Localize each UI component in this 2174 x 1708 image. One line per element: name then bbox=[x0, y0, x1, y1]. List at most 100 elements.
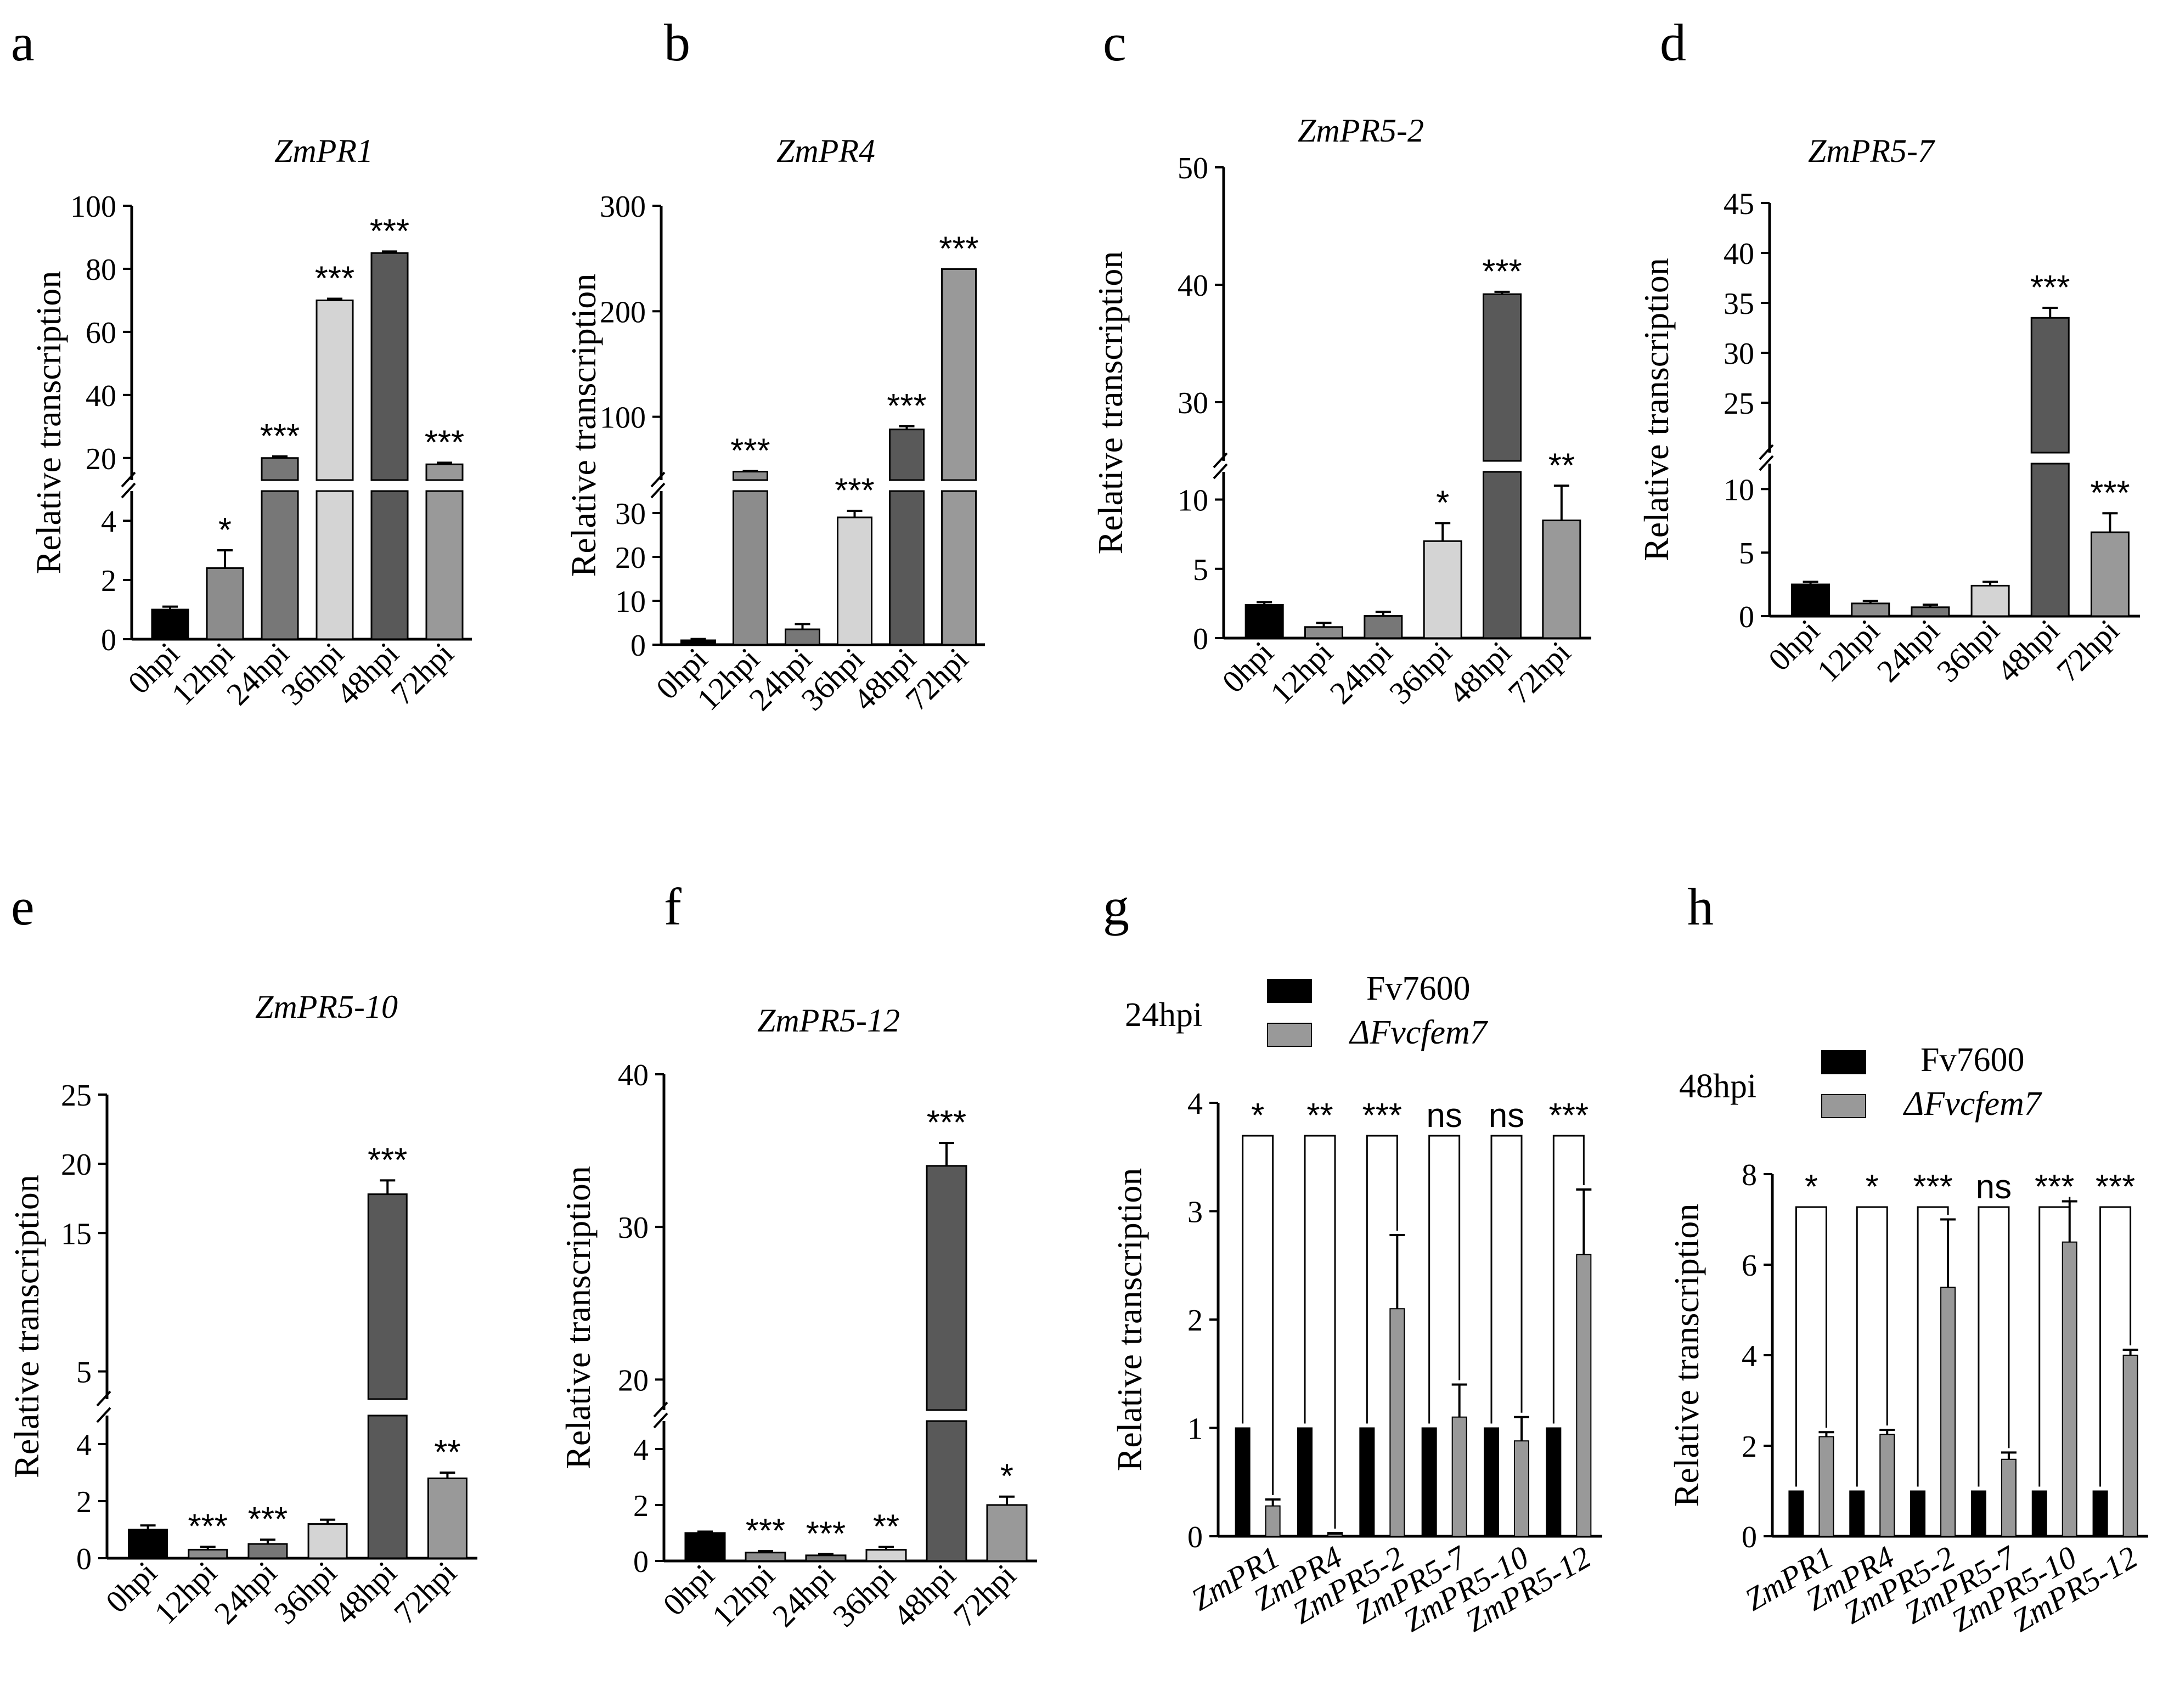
significance-label: *** bbox=[188, 1508, 228, 1546]
panel-c: c ZmPR5-2 Relative transcription 0 5 10 30 40 50… bbox=[1091, 13, 1591, 711]
y-tick-label: 8 bbox=[1742, 1158, 1757, 1192]
x-tick-label: 72hpi bbox=[898, 641, 975, 717]
significance-bracket bbox=[1978, 1206, 2010, 1487]
significance-label: *** bbox=[939, 230, 978, 268]
timepoint-label-g: 24hpi bbox=[1125, 996, 1202, 1034]
y-axis-label-a: Relative transcription bbox=[29, 271, 68, 574]
y-tick-label: 20 bbox=[61, 1148, 92, 1182]
panel-label-e: e bbox=[11, 877, 35, 936]
significance-label: *** bbox=[315, 260, 354, 298]
y-axis-label-c: Relative transcription bbox=[1091, 251, 1130, 555]
bar-48hpi-upper bbox=[2030, 317, 2070, 454]
significance-bracket bbox=[1856, 1206, 1888, 1487]
y-tick-label: 100 bbox=[70, 190, 116, 224]
y-tick-label: 2 bbox=[633, 1489, 649, 1523]
significance-label: *** bbox=[1362, 1097, 1402, 1135]
chart-title-d: ZmPR5-7 bbox=[1808, 133, 1936, 169]
bar-ZmPR5-7-0 bbox=[1970, 1490, 1986, 1537]
bar-48hpi-lower bbox=[889, 490, 925, 646]
y-tick-label: 0 bbox=[1739, 600, 1754, 634]
panel-label-d: d bbox=[1660, 13, 1686, 72]
legend-swatch bbox=[1821, 1050, 1866, 1074]
y-tick-label: 1 bbox=[1187, 1412, 1203, 1446]
bar-36hpi bbox=[865, 1549, 907, 1562]
bar-48hpi-lower bbox=[1483, 471, 1522, 639]
bar-ZmPR1-0 bbox=[1235, 1427, 1251, 1537]
legend-swatch bbox=[1267, 1023, 1312, 1047]
axis-break-mark bbox=[650, 482, 666, 499]
bar-48hpi-upper bbox=[367, 1193, 408, 1400]
bar-ZmPR5-7-1 bbox=[2001, 1458, 2017, 1537]
y-axis-label-f: Relative transcription bbox=[559, 1166, 598, 1469]
bar-48hpi-lower bbox=[2030, 463, 2070, 617]
bar-ZmPR5-10-0 bbox=[1484, 1427, 1499, 1537]
timepoint-label-h: 48hpi bbox=[1679, 1068, 1756, 1105]
significance-label: * bbox=[1436, 484, 1449, 522]
bar-ZmPR5-2-0 bbox=[1910, 1490, 1926, 1537]
bar-48hpi-lower bbox=[367, 1414, 408, 1559]
y-tick-label: 50 bbox=[1178, 151, 1208, 185]
panel-d: d ZmPR5-7 Relative transcription 0 5 10 25 30 35… bbox=[1637, 13, 2140, 689]
x-tick-label: 12hpi bbox=[148, 1554, 224, 1631]
y-tick-label: 60 bbox=[86, 316, 116, 350]
significance-bracket bbox=[1366, 1135, 1398, 1424]
significance-label: *** bbox=[2035, 1168, 2074, 1206]
panel-g: g 24hpi Fv7600 ΔFvcfem7 Relative transcripti… bbox=[1103, 877, 1602, 1639]
bar-72hpi bbox=[2090, 531, 2130, 617]
x-tick-label: 24hpi bbox=[765, 1557, 842, 1633]
x-tick-label: 72hpi bbox=[387, 1554, 463, 1631]
y-tick-label: 0 bbox=[76, 1542, 92, 1576]
significance-label: *** bbox=[248, 1501, 288, 1538]
x-tick-label: 12hpi bbox=[705, 1557, 781, 1633]
x-tick-label: 36hpi bbox=[274, 635, 351, 712]
y-axis-label-e: Relative transcription bbox=[7, 1175, 46, 1478]
chart-title-b: ZmPR4 bbox=[776, 133, 875, 169]
y-tick-label: 10 bbox=[615, 585, 646, 619]
y-tick-label: 100 bbox=[600, 401, 646, 435]
y-tick-label: 25 bbox=[61, 1079, 92, 1113]
significance-bracket bbox=[1242, 1135, 1274, 1495]
significance-label: ** bbox=[1548, 447, 1575, 484]
y-tick-label: 30 bbox=[615, 497, 646, 531]
x-tick-label: 48hpi bbox=[1441, 634, 1518, 711]
y-tick-label: 40 bbox=[1178, 269, 1208, 303]
legend-label: Fv7600 bbox=[1920, 1041, 2024, 1079]
panel-label-g: g bbox=[1103, 877, 1129, 936]
y-tick-label: 35 bbox=[1724, 287, 1754, 321]
significance-label: *** bbox=[2096, 1168, 2135, 1206]
x-tick-label: 24hpi bbox=[1323, 634, 1399, 711]
y-tick-label: 4 bbox=[76, 1428, 92, 1462]
bar-36hpi-lower bbox=[316, 490, 354, 640]
bar-12hpi bbox=[206, 567, 244, 640]
bar-48hpi-lower bbox=[926, 1420, 967, 1562]
significance-label: *** bbox=[927, 1104, 966, 1142]
significance-bracket bbox=[1917, 1206, 1949, 1487]
axis-break-mark bbox=[653, 1412, 668, 1429]
bar-ZmPR5-7-1 bbox=[1451, 1416, 1467, 1537]
y-axis-label-b: Relative transcription bbox=[564, 274, 603, 577]
bar-36hpi-upper bbox=[316, 299, 354, 481]
significance-label: *** bbox=[260, 418, 300, 455]
chart-title-c: ZmPR5-2 bbox=[1298, 112, 1424, 149]
y-tick-label: 10 bbox=[1178, 484, 1208, 518]
panel-label-a: a bbox=[11, 13, 35, 72]
bar-72hpi bbox=[986, 1504, 1028, 1562]
x-tick-label: 72hpi bbox=[2049, 612, 2126, 689]
y-tick-label: 4 bbox=[1742, 1339, 1757, 1373]
bar-ZmPR5-12-1 bbox=[1576, 1254, 1592, 1537]
significance-bracket bbox=[1490, 1135, 1523, 1424]
significance-label: *** bbox=[368, 1141, 407, 1179]
y-tick-label: 10 bbox=[1724, 473, 1754, 507]
bar-ZmPR5-10-1 bbox=[2062, 1241, 2077, 1537]
significance-bracket bbox=[1304, 1135, 1336, 1529]
significance-label: ns bbox=[1976, 1168, 2012, 1206]
bar-24hpi bbox=[247, 1543, 288, 1559]
y-tick-label: 0 bbox=[630, 629, 646, 663]
significance-label: *** bbox=[370, 212, 409, 250]
bar-ZmPR5-10-1 bbox=[1514, 1440, 1529, 1537]
significance-label: *** bbox=[887, 387, 926, 425]
bar-48hpi-upper bbox=[889, 429, 925, 481]
bar-ZmPR5-12-1 bbox=[2122, 1355, 2138, 1537]
x-tick-label: 24hpi bbox=[207, 1554, 284, 1631]
